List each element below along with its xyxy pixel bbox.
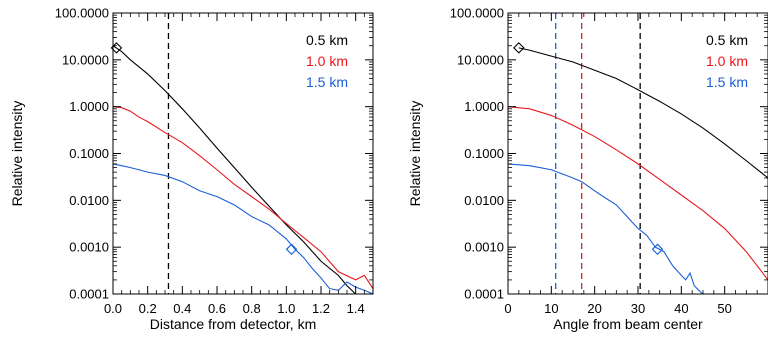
series-line-1-5-km: [113, 163, 373, 294]
chart-right: 0.00010.00100.01000.10001.000010.0000100…: [407, 6, 768, 332]
diamond-marker-1: [651, 243, 664, 256]
x-axis-label: Distance from detector, km: [150, 316, 317, 332]
legend-entry: 0.5 km: [306, 32, 348, 48]
y-tick-label: 0.0100: [69, 193, 109, 208]
legend-entry: 1.0 km: [306, 53, 348, 69]
x-tick-label: 0: [504, 301, 511, 316]
x-tick-label: 50: [717, 301, 731, 316]
series-line-0-5-km: [113, 45, 365, 294]
series-line-1-5-km: [508, 163, 704, 294]
legend-entry: 0.5 km: [706, 32, 748, 48]
legend-entry: 1.0 km: [706, 53, 748, 69]
x-tick-label: 1.2: [312, 301, 330, 316]
x-tick-label: 40: [674, 301, 688, 316]
x-tick-label: 30: [631, 301, 645, 316]
series-line-1-0-km: [508, 106, 768, 281]
x-tick-label: 0.2: [139, 301, 157, 316]
x-tick-label: 1.0: [277, 301, 295, 316]
y-tick-label: 100.0000: [55, 6, 109, 21]
y-tick-label: 0.0100: [464, 193, 504, 208]
y-tick-label: 0.1000: [69, 146, 109, 161]
y-tick-label: 10.0000: [62, 52, 109, 67]
y-tick-label: 0.0010: [464, 240, 504, 255]
y-tick-label: 0.0001: [69, 287, 109, 302]
diamond-marker-1: [285, 243, 298, 256]
y-tick-label: 1.0000: [464, 99, 504, 114]
chart-left: 0.0001 0.0010 0.0100 0.1000 1.0000 10.0000 100…: [9, 6, 374, 332]
diamond-marker-0: [513, 42, 525, 54]
x-tick-label: 0.6: [208, 301, 226, 316]
x-tick-label: 0.4: [173, 301, 191, 316]
y-tick-label: 0.0001: [464, 287, 504, 302]
series-line-1-0-km: [113, 106, 373, 289]
y-tick-label: 0.0010: [69, 240, 109, 255]
x-tick-label: 10: [544, 301, 558, 316]
y-tick-label: 1.0000: [69, 99, 109, 114]
x-tick-label: 20: [587, 301, 601, 316]
y-axis-label: Relative intensity: [9, 101, 25, 207]
y-tick-label: 0.1000: [464, 146, 504, 161]
legend-entry: 1.5 km: [706, 74, 748, 90]
legend-entry: 1.5 km: [306, 74, 348, 90]
y-tick-label: 10.0000: [457, 52, 504, 67]
x-tick-label: 0.8: [243, 301, 261, 316]
y-tick-label: 100.0000: [450, 6, 504, 21]
y-axis-label: Relative intensity: [407, 101, 423, 207]
series-line-0-5-km: [518, 47, 768, 179]
x-tick-label: 0.0: [104, 301, 122, 316]
x-axis-label: Angle from beam center: [553, 316, 703, 332]
x-tick-label: 1.4: [347, 301, 365, 316]
